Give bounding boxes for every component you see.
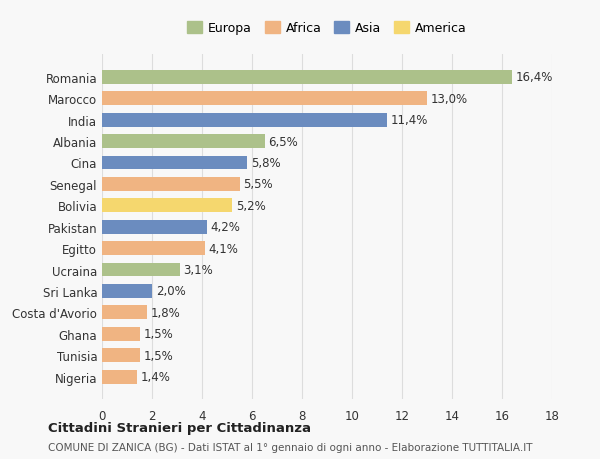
- Bar: [102, 199, 232, 213]
- Bar: [102, 156, 247, 170]
- Text: COMUNE DI ZANICA (BG) - Dati ISTAT al 1° gennaio di ogni anno - Elaborazione TUT: COMUNE DI ZANICA (BG) - Dati ISTAT al 1°…: [48, 442, 533, 452]
- Text: 5,5%: 5,5%: [243, 178, 273, 191]
- Bar: [102, 306, 147, 319]
- Bar: [102, 113, 387, 127]
- Bar: [102, 178, 239, 191]
- Bar: [102, 135, 265, 149]
- Bar: [102, 284, 152, 298]
- Text: 1,5%: 1,5%: [143, 349, 173, 362]
- Text: Cittadini Stranieri per Cittadinanza: Cittadini Stranieri per Cittadinanza: [48, 421, 311, 434]
- Bar: [102, 370, 137, 384]
- Bar: [102, 71, 512, 84]
- Text: 1,5%: 1,5%: [143, 328, 173, 341]
- Text: 11,4%: 11,4%: [391, 114, 428, 127]
- Text: 5,8%: 5,8%: [251, 157, 280, 170]
- Bar: [102, 263, 179, 277]
- Text: 6,5%: 6,5%: [268, 135, 298, 148]
- Legend: Europa, Africa, Asia, America: Europa, Africa, Asia, America: [182, 17, 472, 40]
- Text: 16,4%: 16,4%: [516, 71, 553, 84]
- Text: 13,0%: 13,0%: [431, 93, 468, 106]
- Bar: [102, 327, 139, 341]
- Bar: [102, 220, 207, 234]
- Text: 3,1%: 3,1%: [183, 263, 213, 276]
- Text: 1,4%: 1,4%: [141, 370, 170, 383]
- Bar: [102, 348, 139, 362]
- Text: 5,2%: 5,2%: [236, 199, 265, 213]
- Text: 2,0%: 2,0%: [156, 285, 185, 298]
- Text: 4,1%: 4,1%: [208, 242, 238, 255]
- Text: 4,2%: 4,2%: [211, 221, 241, 234]
- Bar: [102, 92, 427, 106]
- Bar: [102, 241, 205, 256]
- Text: 1,8%: 1,8%: [151, 306, 181, 319]
